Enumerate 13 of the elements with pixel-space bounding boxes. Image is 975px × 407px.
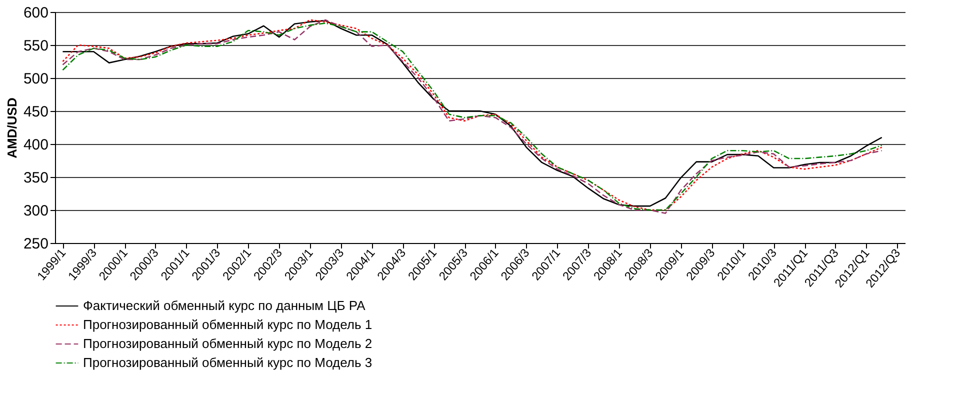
y-tick-label: 450 (23, 104, 48, 120)
y-tick-label: 600 (23, 4, 48, 22)
y-tick-label: 400 (23, 136, 48, 154)
y-tick-label: 350 (23, 170, 48, 186)
legend-label: Прогнозированный обменный курс по Модель 1 (83, 317, 372, 332)
legend-label: Прогнозированный обменный курс по Модель 2 (83, 336, 372, 351)
y-tick-label: 250 (23, 236, 48, 252)
y-axis-title: AMD/USD (4, 98, 20, 158)
legend-label: Прогнозированный обменный курс по Модель 3 (83, 355, 372, 370)
legend-label: Фактический обменный курс по данным ЦБ РА (83, 298, 366, 313)
y-tick-label: 550 (23, 38, 48, 54)
y-tick-label: 500 (23, 70, 48, 88)
y-tick-label: 300 (23, 202, 48, 220)
